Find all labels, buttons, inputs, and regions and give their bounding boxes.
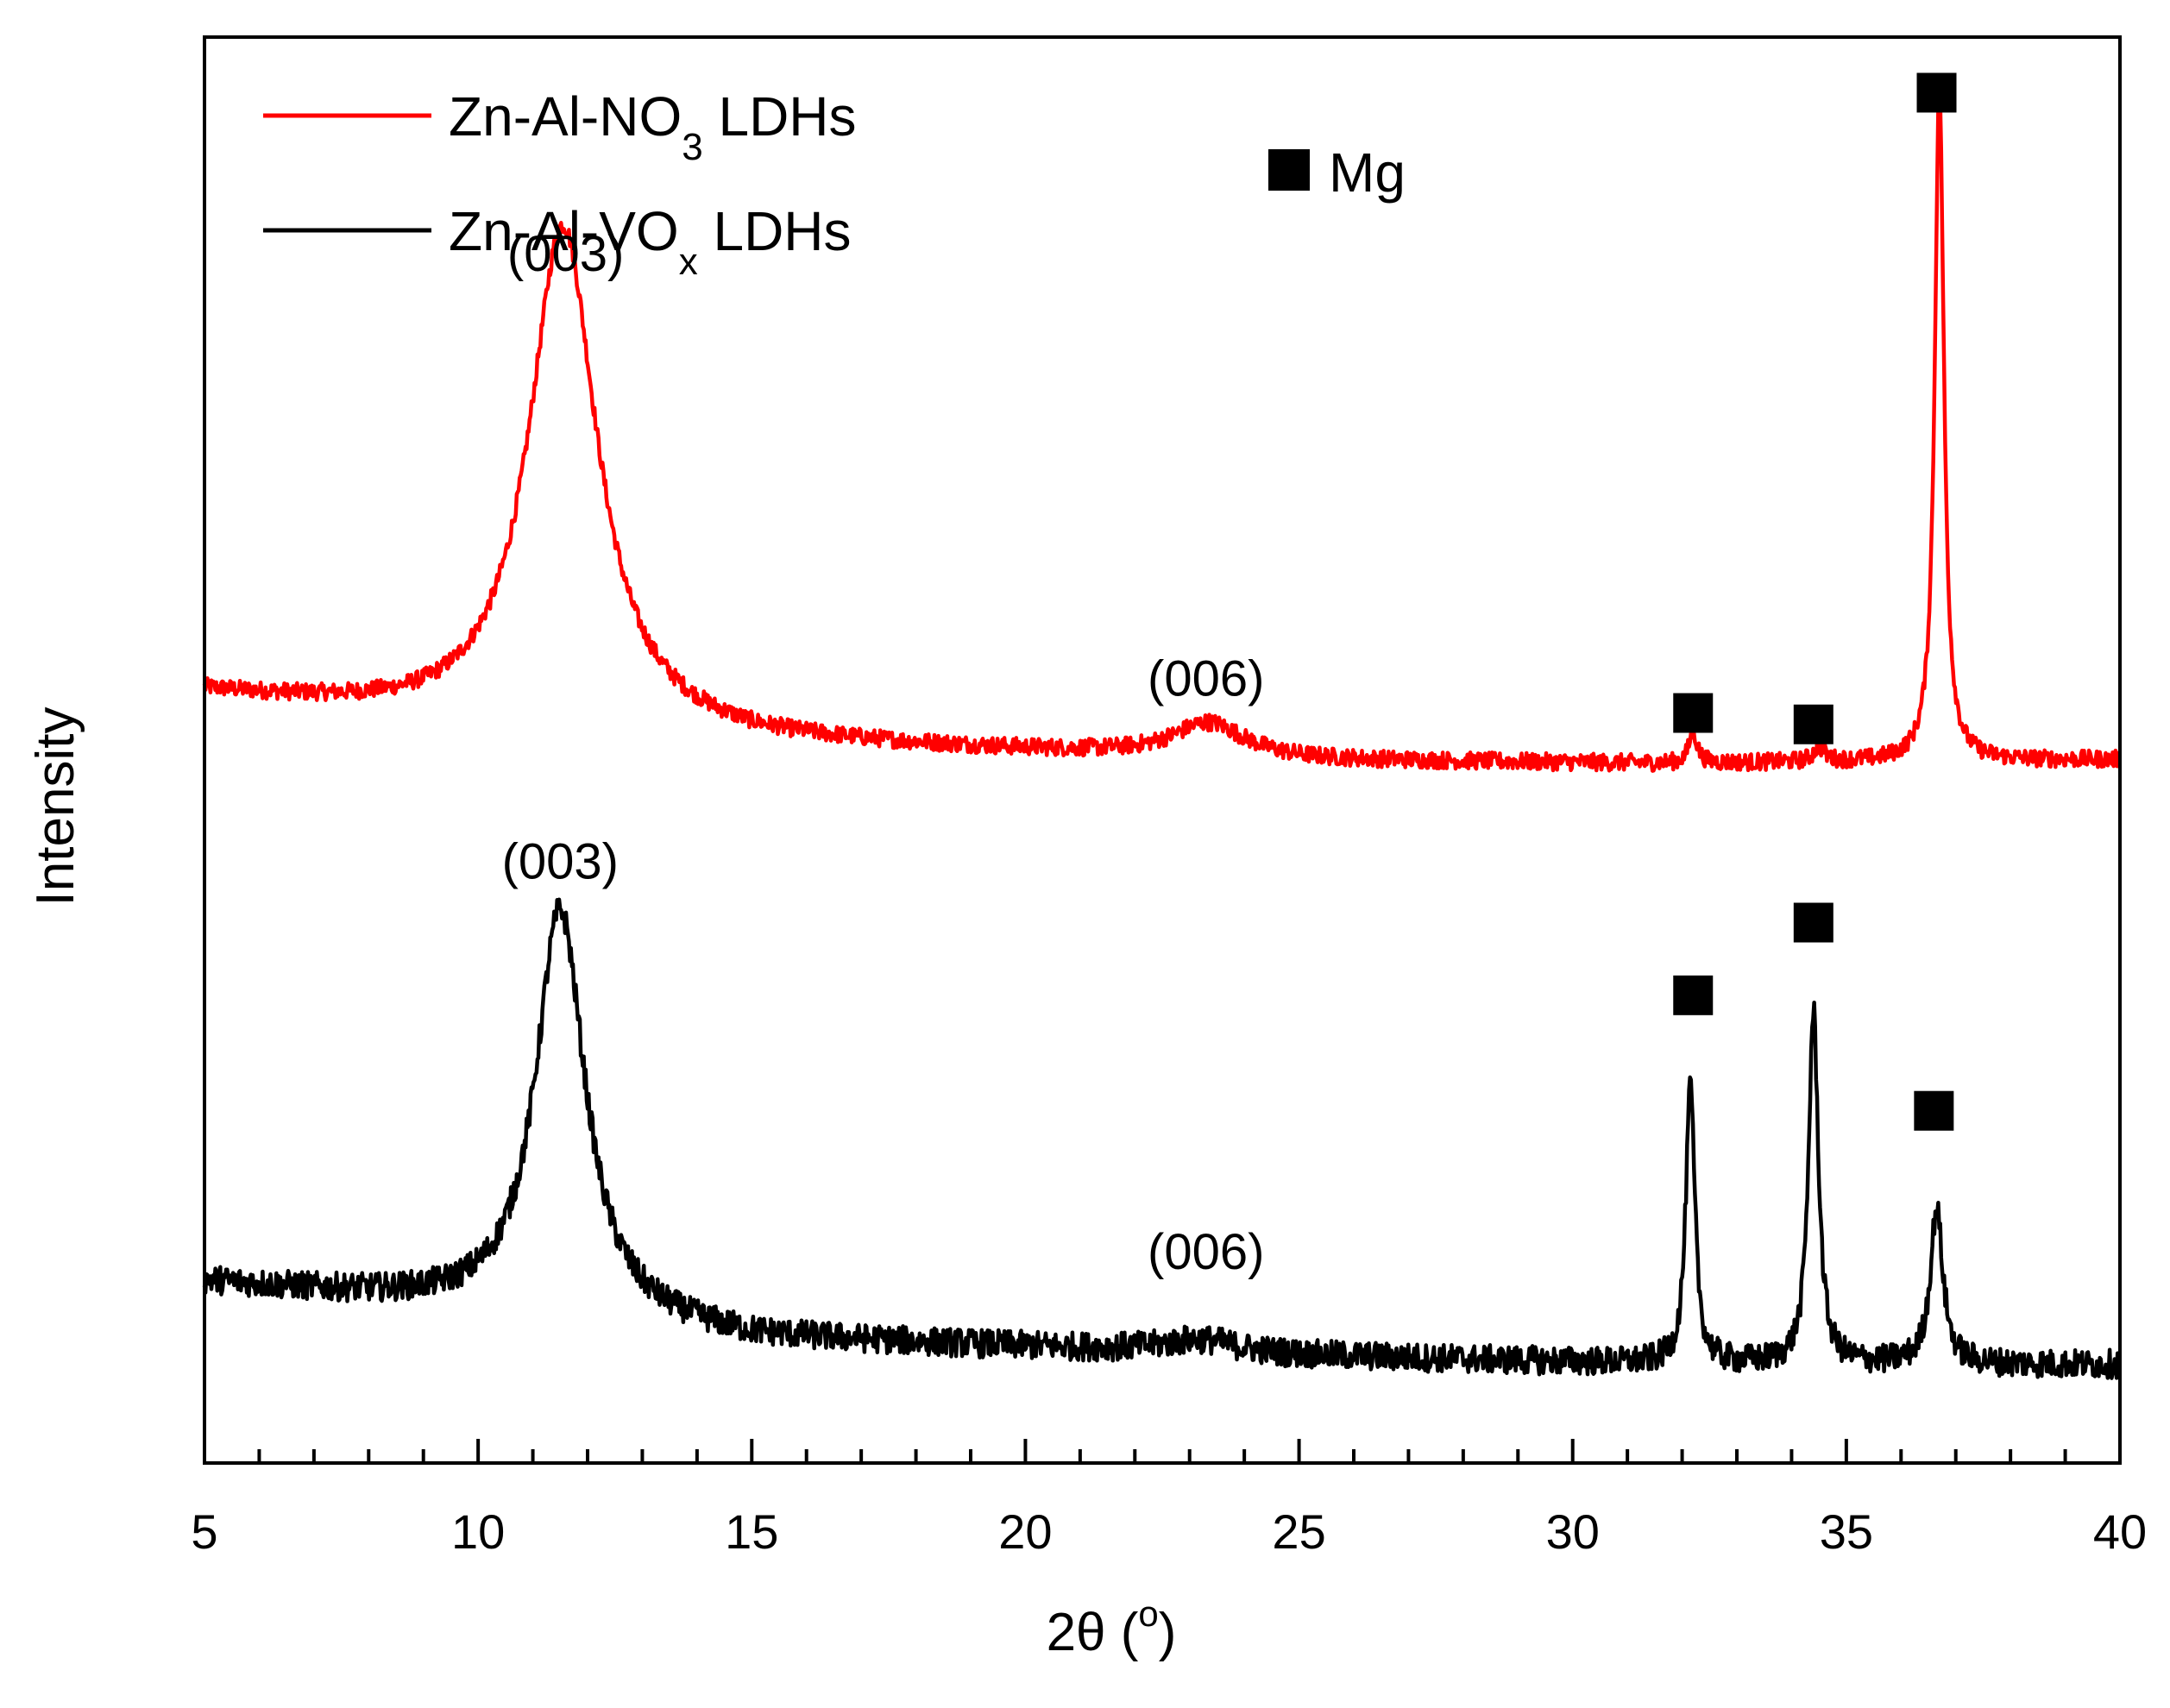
peak-annotation: (006)	[1148, 1224, 1264, 1280]
legend-label-nitrate: Zn-Al-NO3 LDHs	[449, 85, 857, 168]
mg-legend-label: Mg	[1329, 141, 1406, 204]
x-tick-label: 35	[1820, 1504, 1873, 1559]
legend: Zn-Al-NO3 LDHs Zn-Al-VOx LDHs Mg	[263, 85, 1406, 283]
peak-annotation: (003)	[502, 833, 619, 889]
x-tick-label: 15	[725, 1504, 778, 1559]
plot-frame	[203, 35, 2122, 1465]
x-axis-title-sup: o	[1138, 1593, 1158, 1634]
mg-marker	[1916, 72, 1957, 113]
x-tick-label: 25	[1272, 1504, 1325, 1559]
x-axis-title: 2θ (o)	[1047, 1593, 1177, 1662]
peak-annotations: (003) (006) (003) (006)	[502, 226, 1265, 1280]
legend-label-nitrate-main: Zn-Al-NO	[449, 85, 682, 148]
x-tick-label: 5	[191, 1504, 217, 1559]
mg-marker	[1673, 693, 1714, 733]
x-axis-title-close: )	[1159, 1603, 1177, 1662]
axes	[203, 35, 2122, 1465]
plot-area	[202, 73, 2122, 1380]
mg-legend-marker	[1268, 149, 1310, 191]
legend-label-nitrate-sub: 3	[682, 126, 702, 168]
x-axis-title-main: 2θ (	[1047, 1603, 1139, 1662]
x-tick-label: 20	[998, 1504, 1052, 1559]
mg-markers	[1673, 72, 1957, 1131]
legend-label-vanadate-sub: x	[679, 241, 698, 283]
x-tick-label: 30	[1546, 1504, 1600, 1559]
y-axis-title: Intensity	[26, 707, 85, 907]
legend-label-vanadate-tail: LDHs	[698, 200, 852, 262]
mg-marker	[1673, 975, 1714, 1015]
x-tick-label: 40	[2093, 1504, 2147, 1559]
legend-label-nitrate-tail: LDHs	[703, 85, 857, 148]
series-line-nitrate	[202, 73, 2122, 773]
mg-marker	[1793, 704, 1833, 744]
mg-marker	[1914, 1090, 1954, 1131]
series-line-vanadate	[202, 897, 2122, 1380]
x-tick-label: 10	[451, 1504, 505, 1559]
legend-label-vanadate-main: Zn-Al-VO	[449, 200, 679, 262]
peak-annotation: (003)	[507, 226, 624, 282]
peak-annotation: (006)	[1148, 651, 1264, 707]
legend-label-vanadate: Zn-Al-VOx LDHs	[449, 200, 852, 283]
mg-marker	[1793, 902, 1833, 943]
x-axis-ticks: 5 10 15 20 25 30 35 40	[191, 1439, 2147, 1559]
